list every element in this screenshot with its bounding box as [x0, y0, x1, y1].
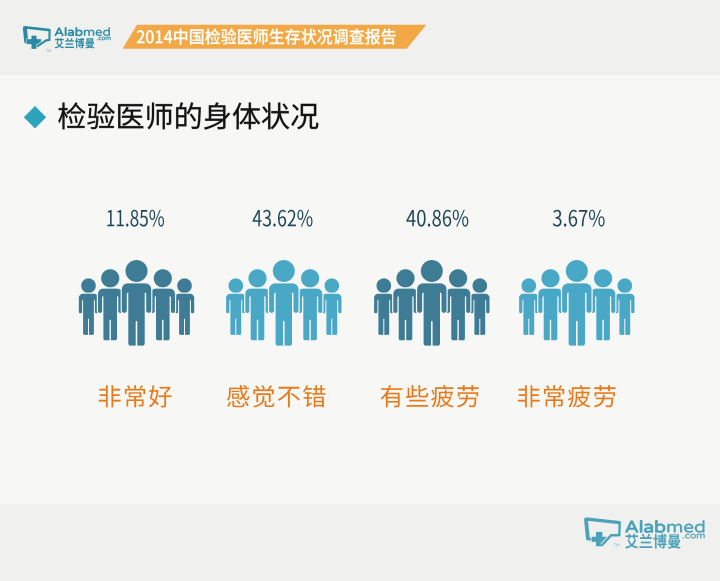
svg-text:TM: TM [46, 49, 51, 53]
svg-text:TM: TM [614, 543, 621, 548]
